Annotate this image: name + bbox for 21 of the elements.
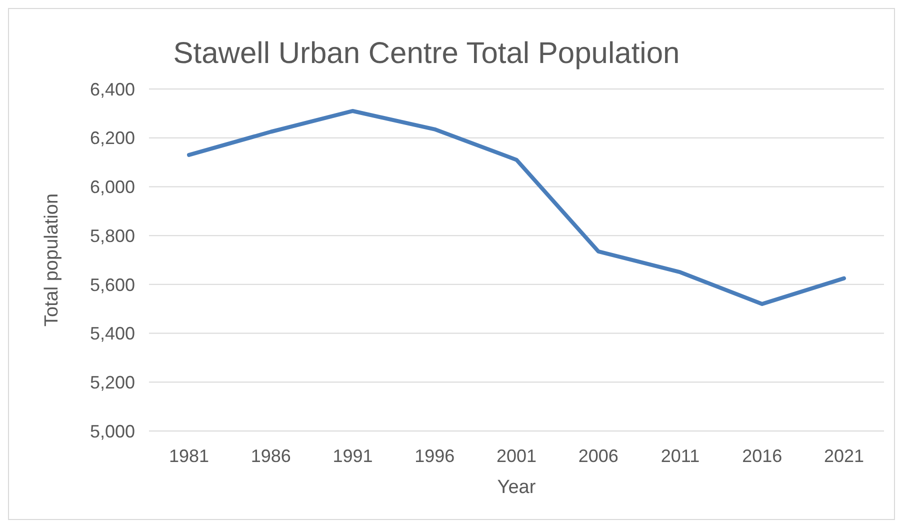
y-tick-label: 5,000 <box>90 421 135 442</box>
x-tick-label: 2016 <box>742 446 782 466</box>
x-axis-title: Year <box>497 477 536 498</box>
x-tick-label: 1996 <box>414 446 455 466</box>
x-tick-label: 2001 <box>496 446 537 466</box>
x-tick-label: 2006 <box>578 446 618 466</box>
x-tick-label: 2011 <box>660 446 700 466</box>
y-tick-label: 6,200 <box>90 128 135 148</box>
y-tick-label: 5,400 <box>90 324 135 344</box>
x-tick-label: 2021 <box>824 446 864 466</box>
y-tick-label: 5,800 <box>90 226 135 246</box>
y-tick-label: 6,400 <box>90 79 135 100</box>
chart-title: Stawell Urban Centre Total Population <box>172 37 681 71</box>
y-axis-title: Total population <box>42 193 63 327</box>
x-tick-label: 1991 <box>332 446 373 466</box>
y-tick-label: 5,600 <box>90 274 135 295</box>
y-tick-label: 5,200 <box>90 372 135 393</box>
x-tick-label: 1986 <box>250 446 291 466</box>
x-tick-label: 1981 <box>168 446 210 466</box>
y-tick-label: 6,000 <box>90 177 135 198</box>
line-series <box>187 108 846 306</box>
